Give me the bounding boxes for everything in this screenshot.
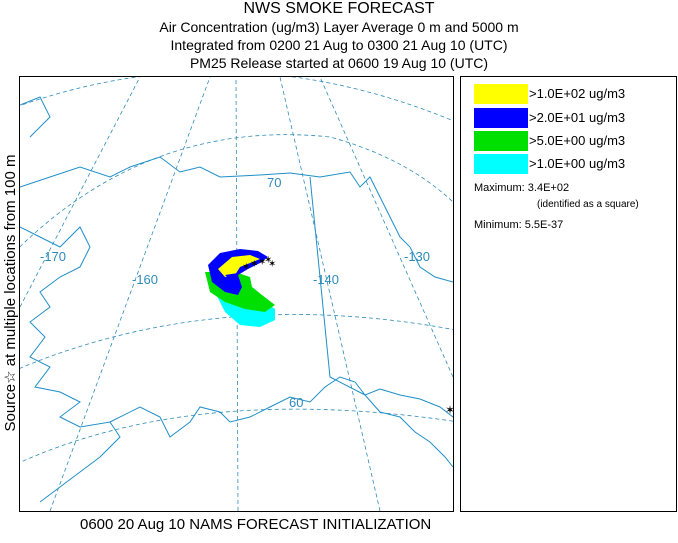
legend-panel: >1.0E+02 ug/m3 >2.0E+01 ug/m3 >5.0E+00 u… [460,76,677,512]
source-star-icon: ✶ [242,262,250,273]
release-info: PM25 Release started at 0600 19 Aug 10 (… [189,55,489,71]
legend-swatch [474,131,528,151]
lon-170-line [20,77,141,308]
legend-label: >1.0E+00 ug/m3 [529,156,626,171]
western-coastline [20,226,121,503]
source-location-label: Source☆ at multiple locations from 100 m [2,154,19,432]
panhandle-coastline [364,394,453,468]
forecast-title: NWS SMOKE FORECAST [243,0,435,17]
lon-140-line [279,77,381,511]
lat-70-line [20,134,453,248]
source-star-icon: ✶ [264,255,272,266]
source-star-icon: ✶ [445,403,453,417]
legend-swatch [474,154,528,174]
border-line [309,176,366,396]
legend-item-medium-high: >2.0E+01 ug/m3 [474,108,674,128]
plume-core [225,273,238,281]
lat-70-label: 70 [267,175,281,190]
lat-60-label: 60 [289,395,303,410]
lon-160-line [49,77,211,511]
source-star-icon: ✶ [258,257,266,268]
lat-60-line [20,408,453,463]
alaska-map: ✶ ✶ ✶ ✶ ✶ ✶ -170 -160 -140 -130 70 60 [20,77,453,511]
map-panel[interactable]: ✶ ✶ ✶ ✶ ✶ ✶ -170 -160 -140 -130 70 60 [19,76,454,512]
legend-label: >1.0E+02 ug/m3 [529,86,626,101]
integration-period: Integrated from 0200 21 Aug to 0300 21 A… [170,37,508,53]
lat-65-line [20,314,453,369]
legend-swatch [474,108,528,128]
arctic-coastline [20,96,453,283]
source-markers: ✶ ✶ ✶ ✶ ✶ ✶ [242,255,453,417]
minimum-value: Minimum: 5.5E-37 [474,219,564,231]
lon-140-label: -140 [313,272,339,287]
legend-swatch [474,84,528,104]
plume-yellow-area [218,255,260,277]
maximum-value: Maximum: 3.4E+02 [474,182,570,194]
legend-item-low: >1.0E+00 ug/m3 [474,154,674,174]
lat-75-line [20,77,453,122]
lon-160-label: -160 [132,272,158,287]
legend-label: >5.0E+00 ug/m3 [529,133,626,148]
legend-label: >2.0E+01 ug/m3 [529,110,626,125]
lon-130-label: -130 [404,249,430,264]
source-star-icon: ✶ [268,259,276,270]
legend-item-medium: >5.0E+00 ug/m3 [474,131,674,151]
source-star-icon: ✶ [250,259,258,270]
southern-coastline [109,376,453,438]
legend-item-high: >1.0E+02 ug/m3 [474,84,674,104]
lon-130-line [319,77,453,378]
concentration-subtitle: Air Concentration (ug/m3) Layer Average … [159,19,519,35]
smoke-plume [205,249,275,327]
forecast-initialization: 0600 20 Aug 10 NAMS FORECAST INITIALIZAT… [80,516,432,533]
lon-170-label: -170 [40,249,66,264]
coastlines [20,96,453,503]
maximum-note: (identified as a square) [537,199,639,210]
